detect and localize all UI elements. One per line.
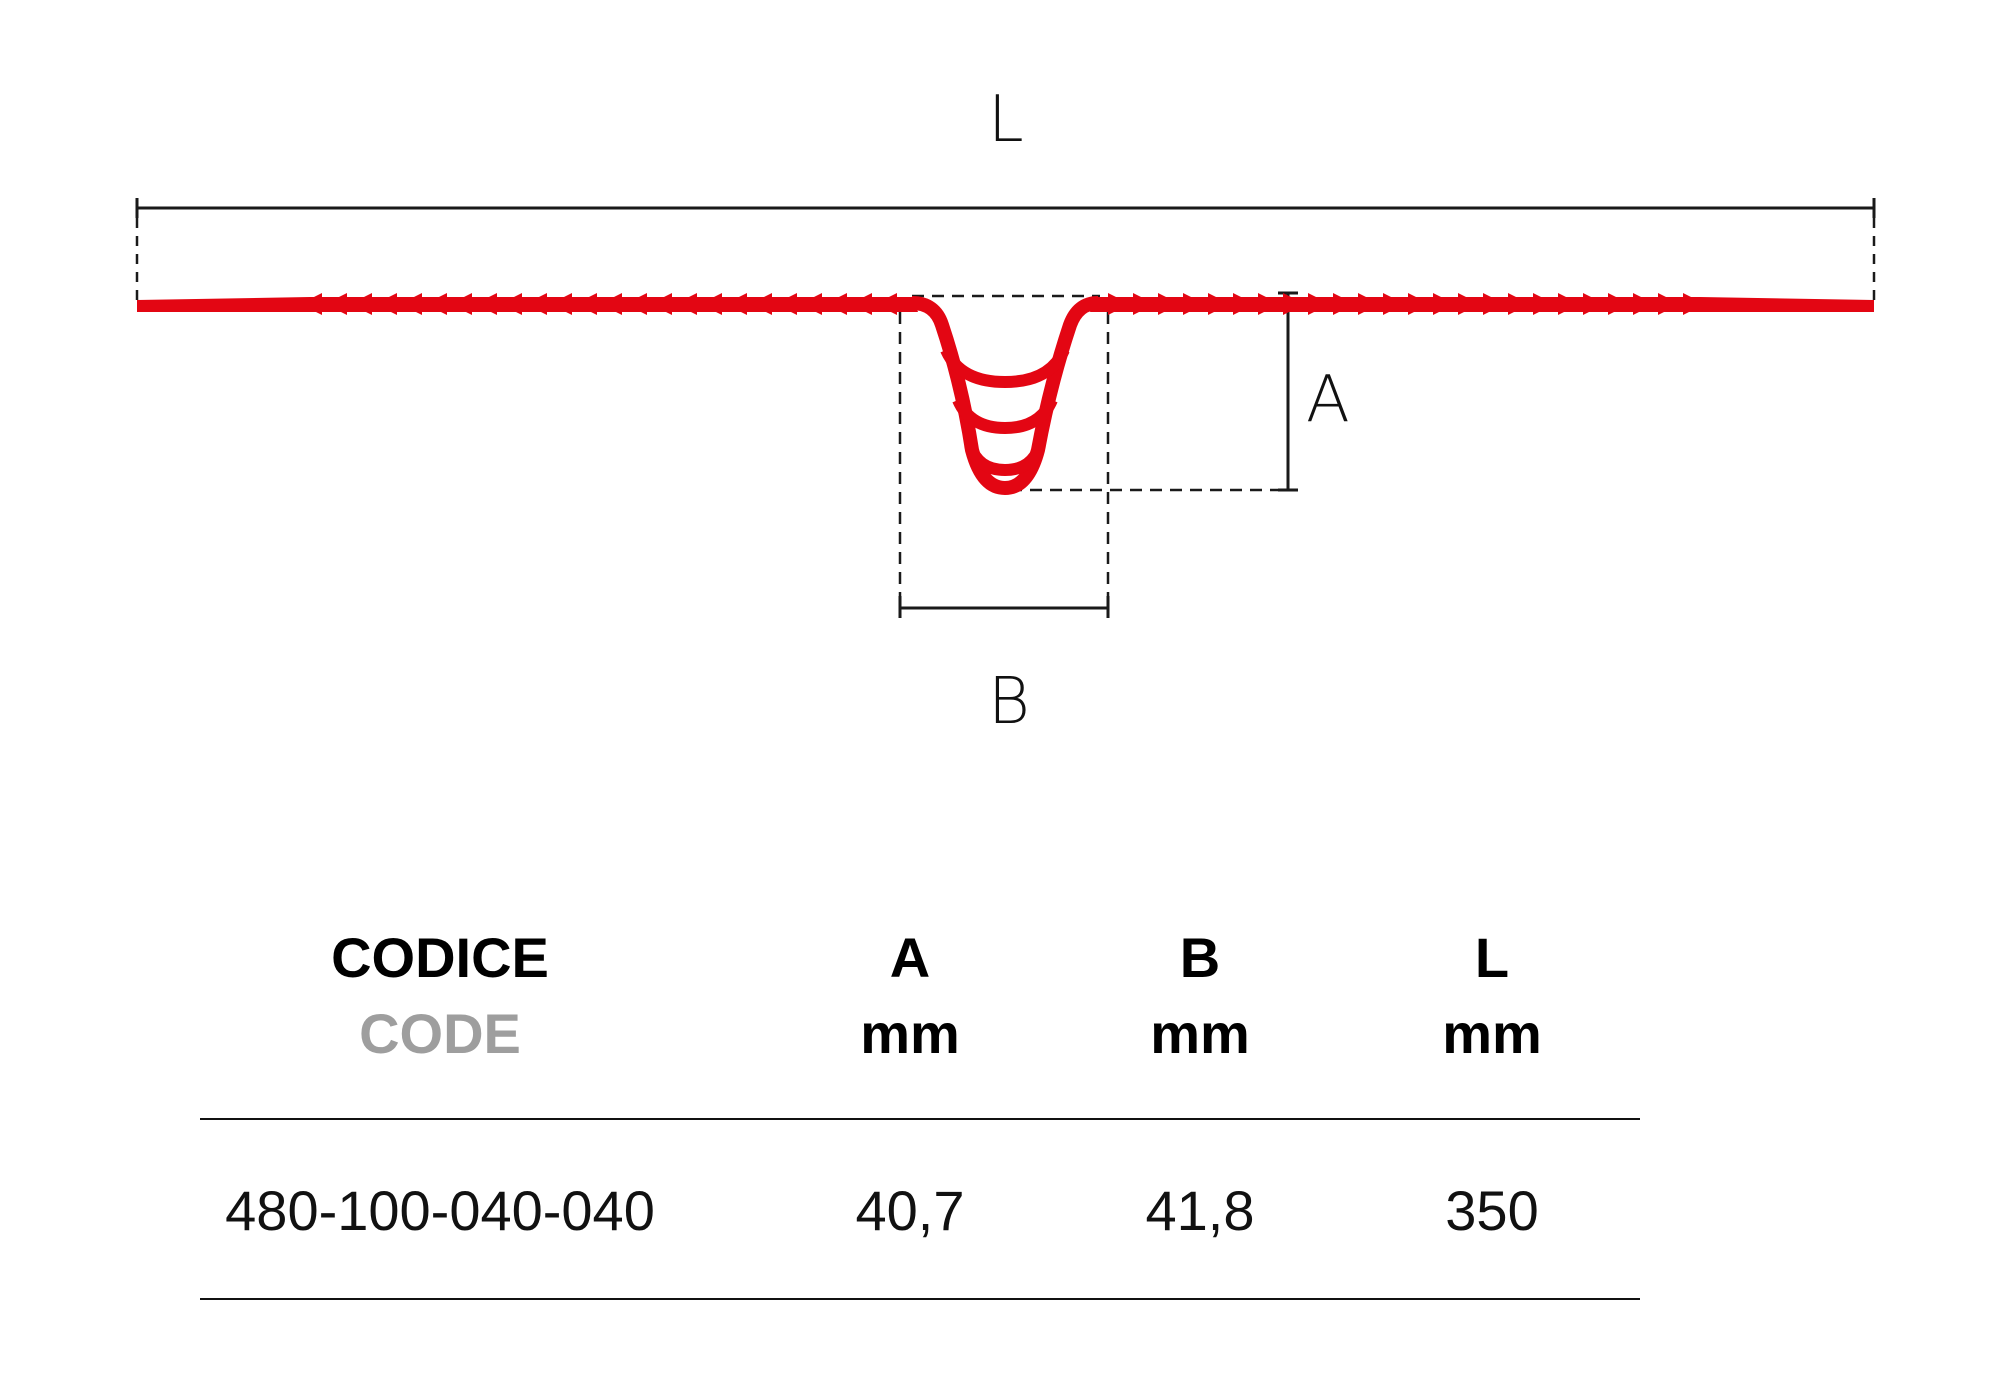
profile-tooth <box>1408 293 1430 315</box>
profile-tooth <box>1108 293 1130 315</box>
profile-tooth <box>350 293 372 315</box>
profile-tooth <box>525 293 547 315</box>
label-b: B <box>988 665 1030 739</box>
profile-tooth <box>325 293 347 315</box>
profile-tooth <box>850 293 872 315</box>
profile-tooth <box>875 293 897 315</box>
row-code: 480-100-040-040 <box>225 1179 655 1242</box>
profile-tooth <box>1658 293 1680 315</box>
header-l: L mm <box>1392 920 1592 1072</box>
label-a: A <box>1306 363 1350 437</box>
profile-tooth <box>1683 293 1705 315</box>
profile-tooth <box>600 293 622 315</box>
header-b: B mm <box>1100 920 1300 1072</box>
profile-tooth <box>1583 293 1605 315</box>
label-l: L <box>988 83 1024 157</box>
profile-tooth <box>775 293 797 315</box>
header-l-unit: mm <box>1442 1002 1542 1065</box>
profile-tooth <box>1383 293 1405 315</box>
profile-tooth <box>1258 293 1280 315</box>
header-code: CODICE CODE <box>280 920 600 1072</box>
profile-tooth <box>400 293 422 315</box>
profile-tooth <box>1483 293 1505 315</box>
profile-tooth <box>1358 293 1380 315</box>
header-a: A mm <box>810 920 1010 1072</box>
dimension-l <box>135 198 1876 303</box>
profile-tooth <box>625 293 647 315</box>
profile-tooth <box>750 293 772 315</box>
profile-tooth <box>1458 293 1480 315</box>
profile-bulb-arc-1 <box>940 347 1070 389</box>
row-l: 350 <box>1445 1179 1539 1242</box>
profile-tooth <box>1133 293 1155 315</box>
profile-drawing: L A B <box>135 83 1876 739</box>
profile-tooth <box>1608 293 1630 315</box>
header-code-label: CODICE <box>331 926 549 989</box>
waterstop-profile <box>137 293 1874 495</box>
table-rule-top <box>200 1118 1640 1120</box>
profile-tooth <box>1208 293 1230 315</box>
profile-tooth <box>700 293 722 315</box>
profile-tooth <box>425 293 447 315</box>
profile-tooth <box>800 293 822 315</box>
profile-tooth <box>650 293 672 315</box>
row-a: 40,7 <box>855 1179 965 1242</box>
header-b-label: B <box>1179 926 1221 989</box>
profile-tooth <box>725 293 747 315</box>
profile-tooth <box>300 293 322 315</box>
profile-tooth <box>1533 293 1555 315</box>
header-code-sublabel: CODE <box>359 1002 521 1065</box>
header-a-unit: mm <box>860 1002 960 1065</box>
profile-tooth <box>1308 293 1330 315</box>
profile-bulb-arc-3 <box>964 442 1046 477</box>
profile-tooth <box>825 293 847 315</box>
profile-tooth <box>1508 293 1530 315</box>
profile-tooth <box>1633 293 1655 315</box>
profile-tooth <box>500 293 522 315</box>
row-b: 41,8 <box>1145 1179 1255 1242</box>
profile-tooth <box>450 293 472 315</box>
header-l-label: L <box>1474 926 1510 989</box>
profile-tooth <box>1233 293 1255 315</box>
profile-bulb-arc-2 <box>952 397 1058 435</box>
profile-tooth <box>550 293 572 315</box>
dimension-a <box>912 291 1298 492</box>
profile-tooth <box>575 293 597 315</box>
profile-tooth <box>675 293 697 315</box>
profile-tooth <box>1333 293 1355 315</box>
header-b-unit: mm <box>1150 1002 1250 1065</box>
profile-bulb-outer <box>911 296 1099 495</box>
header-a-label: A <box>889 926 931 989</box>
dimension-b <box>898 312 1110 618</box>
profile-tooth <box>1183 293 1205 315</box>
profile-tooth <box>1433 293 1455 315</box>
profile-tooth <box>1283 293 1305 315</box>
profile-tooth <box>1158 293 1180 315</box>
profile-tooth <box>475 293 497 315</box>
profile-flange-right <box>1090 297 1874 312</box>
profile-diagram-svg <box>135 198 1876 618</box>
table-rule-bottom <box>200 1298 1640 1300</box>
profile-tooth <box>1558 293 1580 315</box>
profile-tooth <box>375 293 397 315</box>
